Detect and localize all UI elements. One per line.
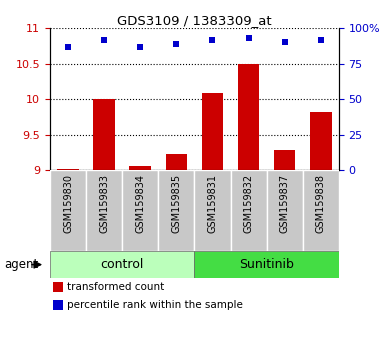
Point xyxy=(173,41,179,47)
Bar xyxy=(202,93,223,170)
Text: GSM159835: GSM159835 xyxy=(171,174,181,233)
Bar xyxy=(50,170,86,251)
Bar xyxy=(194,251,339,278)
Text: agent: agent xyxy=(4,258,38,271)
Bar xyxy=(266,170,303,251)
Bar xyxy=(231,170,266,251)
Point xyxy=(209,37,216,42)
Bar xyxy=(238,64,259,170)
Point xyxy=(65,44,71,50)
Bar xyxy=(303,170,339,251)
Text: GSM159831: GSM159831 xyxy=(208,174,218,233)
Bar xyxy=(166,154,187,170)
Text: control: control xyxy=(100,258,144,271)
Point xyxy=(137,44,143,50)
Point xyxy=(281,40,288,45)
Text: GSM159833: GSM159833 xyxy=(99,174,109,233)
Bar xyxy=(194,170,231,251)
Text: GSM159834: GSM159834 xyxy=(135,174,145,233)
Text: GSM159832: GSM159832 xyxy=(244,174,254,233)
Point xyxy=(318,37,324,42)
Bar xyxy=(129,166,151,170)
Point xyxy=(101,37,107,42)
Bar xyxy=(310,112,331,170)
Bar xyxy=(53,282,63,292)
Bar xyxy=(94,99,115,170)
Title: GDS3109 / 1383309_at: GDS3109 / 1383309_at xyxy=(117,14,272,27)
Bar xyxy=(57,169,79,170)
Point xyxy=(246,35,252,41)
Bar xyxy=(53,300,63,310)
Text: GSM159837: GSM159837 xyxy=(280,174,290,233)
Bar xyxy=(122,170,158,251)
Text: Sunitinib: Sunitinib xyxy=(239,258,294,271)
Bar xyxy=(86,170,122,251)
Bar xyxy=(158,170,194,251)
Bar xyxy=(274,150,296,170)
Bar xyxy=(50,251,194,278)
Text: transformed count: transformed count xyxy=(67,282,165,292)
Text: GSM159838: GSM159838 xyxy=(316,174,326,233)
Text: GSM159830: GSM159830 xyxy=(63,174,73,233)
Text: percentile rank within the sample: percentile rank within the sample xyxy=(67,300,243,310)
